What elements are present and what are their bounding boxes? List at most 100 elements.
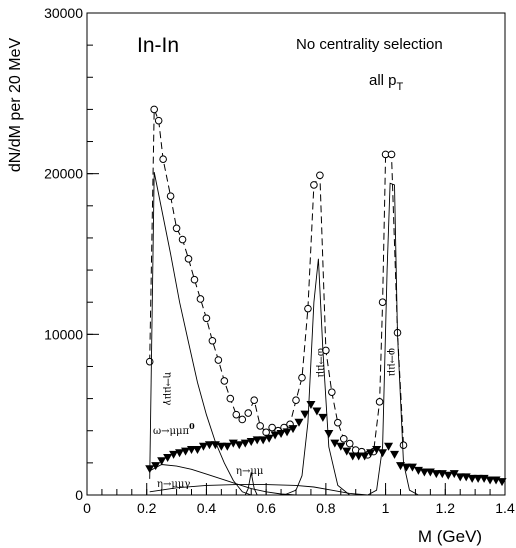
data-point-circle [184,255,193,263]
data-point-triangle [473,474,483,483]
series-line-omega-mumu [283,258,350,496]
pt-label: all pT [369,72,404,93]
y-tick-label: 0 [75,487,83,503]
data-point-triangle [252,436,262,445]
data-point-circle [304,304,312,313]
data-point-triangle [157,457,167,466]
x-tick-label: 1.4 [495,500,515,516]
axis-ticks: 0 0.2 0.4 0.6 0.8 1 1.2 1.4 0 10000 20000 30000 [44,5,515,516]
x-tick-label: 0.6 [256,500,276,516]
data-point-triangle [378,449,388,458]
data-point-circle [166,192,175,200]
data-point-circle [268,423,276,432]
data-point-triangle [240,439,250,448]
data-point-circle [298,373,306,382]
data-point-triangle [390,450,400,459]
data-point-triangle [276,429,286,438]
data-point-triangle [246,437,256,446]
data-point-circle [208,336,217,345]
data-point-circle [214,356,223,364]
eta-mumu-label: η→μμ [236,466,264,477]
data-point-circle [196,295,205,303]
data-point-triangle [181,447,191,456]
data-point-circle [334,418,342,427]
data-point-triangle [270,431,280,440]
eta-dalitz-label: η→μμγ [162,372,173,405]
data-point-triangle [312,407,322,416]
data-point-circle [226,394,235,403]
data-point-triangle [175,449,185,458]
series-total-data-open-circles [145,105,408,459]
data-point-triangle [336,442,346,451]
eta-mumugamma-low-label: η→μμγ [157,479,190,490]
data-point-triangle [192,446,202,455]
series-line-eta-dalitz [149,172,252,496]
data-point-circle [250,396,258,405]
data-point-circle [375,398,384,406]
data-point-circle [339,434,348,443]
series-line-eta-prime-dalitz [149,484,368,496]
y-tick-label: 10000 [44,326,83,342]
series-eta-prime-dalitz [149,484,368,496]
data-point-triangle [204,441,214,450]
data-point-circle [345,439,354,448]
data-point-triangle [407,463,417,472]
series-data-minus-resonances-filled-triangles [145,401,507,487]
series-eta-dalitz [149,172,252,496]
omega-dalitz-label-main: ω→μμπ [153,426,190,437]
data-point-triangle [366,449,376,458]
series-line-omega-dalitz [149,464,297,496]
data-point-circle [232,410,241,419]
data-point-circle [238,415,247,424]
x-tick-label: 1 [382,500,390,516]
series-layer [145,105,507,496]
data-point-triangle [258,436,268,445]
data-point-triangle [222,442,232,451]
pt-label-subscript: T [397,81,404,93]
data-point-circle [378,298,387,307]
data-point-triangle [467,474,477,483]
series-omega-dalitz [149,464,297,496]
data-point-triangle [354,452,364,461]
data-point-triangle [342,447,352,456]
data-point-triangle [300,410,310,419]
x-tick-label: 1.2 [436,500,456,516]
data-point-triangle [187,446,196,455]
data-point-circle [262,428,270,437]
centrality-label: No centrality selection [296,36,443,53]
series-line-total [149,109,404,456]
data-point-circle [145,357,154,366]
x-axis-label: M (GeV) [418,527,482,546]
data-point-circle [328,388,336,396]
data-point-triangle [216,442,226,451]
data-point-triangle [198,442,208,451]
data-point-triangle [169,450,179,459]
data-point-circle [316,171,324,180]
plot-frame [86,12,506,496]
x-tick-label: 0.8 [316,500,336,516]
data-point-circle [399,441,408,449]
x-tick-label: 0.2 [137,500,157,516]
data-point-triangle [294,418,304,427]
x-tick-label: 0 [83,500,91,516]
y-tick-label: 20000 [44,166,83,182]
data-point-triangle [282,428,292,437]
data-point-triangle [384,442,394,451]
series-omega-mumu [283,258,350,496]
data-point-circle [159,155,167,164]
data-point-triangle [443,471,453,480]
data-point-circle [387,150,396,159]
data-point-triangle [151,462,161,471]
system-label: In-In [137,34,179,57]
data-point-triangle [455,473,465,482]
data-point-triangle [234,441,244,450]
data-point-circle [190,275,199,284]
data-point-triangle [360,452,370,461]
data-point-triangle [372,446,382,455]
data-point-triangle [419,468,429,477]
data-point-triangle [318,413,328,422]
data-point-triangle [330,439,340,448]
data-point-circle [172,224,181,233]
series-line-phi-mumu [367,182,419,496]
